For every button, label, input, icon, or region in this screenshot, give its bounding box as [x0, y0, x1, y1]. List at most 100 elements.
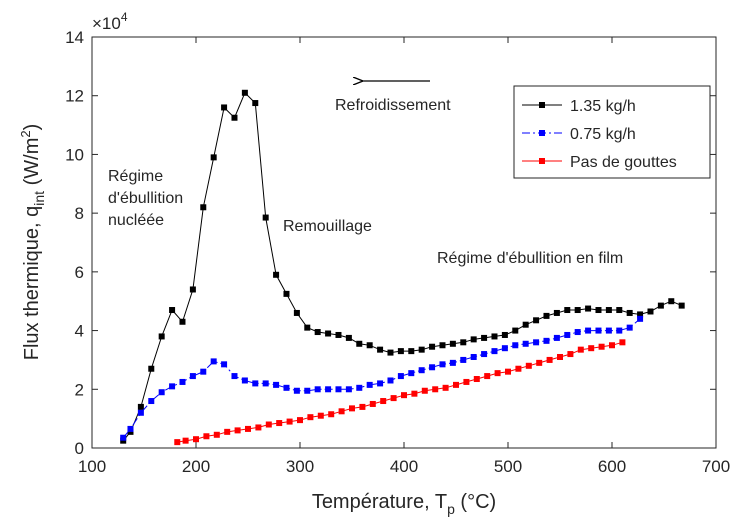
series-0-point-22 [345, 334, 352, 341]
series-2-point-39 [577, 346, 584, 353]
series-1-point-4 [158, 389, 165, 396]
x-tick-label-100: 100 [78, 457, 106, 476]
series-0-point-36 [491, 333, 498, 340]
series-2-point-28 [463, 378, 470, 385]
series-2-point-2 [193, 436, 199, 443]
x-axis-title: Température, Tp (°C) [312, 491, 496, 517]
series-0-point-26 [387, 349, 394, 356]
series-2-point-35 [536, 359, 543, 366]
series-0-point-6 [179, 318, 186, 325]
series-1-point-26 [387, 377, 394, 384]
ticks: 100 200 300 400 500 600 700 0 2 4 6 8 10 12 14 [65, 28, 730, 476]
legend-marker-1 [539, 130, 545, 136]
series-1-point-22 [345, 386, 352, 393]
series-2-point-31 [494, 370, 501, 377]
series-2-point-43 [619, 339, 626, 346]
series-2-point-22 [401, 392, 407, 399]
series-2-point-29 [473, 376, 480, 383]
series-0-point-44 [574, 307, 581, 314]
series-2-point-19 [369, 400, 376, 407]
series-0-point-35 [481, 334, 488, 341]
series-2-point-40 [588, 345, 595, 352]
series-1-point-23 [356, 384, 363, 391]
annotation-regime-nucleee-1: Régime [108, 168, 163, 185]
series-0-point-48 [616, 307, 623, 314]
series-2-point-36 [546, 356, 553, 363]
y-tick-label-0: 0 [75, 439, 84, 458]
series-0-point-3 [148, 365, 155, 372]
series-2-point-37 [557, 353, 563, 360]
series-1-point-27 [397, 373, 404, 380]
series-1-point-16 [283, 384, 290, 391]
series-0-point-14 [262, 214, 269, 221]
legend-marker-2 [539, 158, 545, 164]
series-1-point-37 [501, 345, 508, 352]
series-2-point-21 [390, 395, 397, 402]
series-0-point-19 [314, 329, 321, 336]
series-0-point-7 [189, 286, 196, 293]
series-0-point-45 [585, 305, 592, 312]
x-tick-label-600: 600 [598, 457, 626, 476]
series-2-point-3 [203, 433, 210, 440]
series-0-point-42 [553, 309, 560, 316]
series-1-point-10 [221, 361, 228, 368]
series-2-point-8 [255, 424, 262, 431]
series-1-point-14 [262, 380, 269, 387]
annotation-remouillage: Remouillage [283, 218, 372, 235]
series-2-point-6 [234, 427, 241, 434]
series-1-point-33 [460, 356, 467, 363]
series-0-point-31 [439, 342, 446, 349]
y-tick-label-8: 8 [75, 204, 84, 223]
series-2-point-33 [515, 365, 522, 372]
series-1-point-24 [366, 381, 373, 388]
annotation-regime-nucleee-2: d'ébullition [108, 190, 183, 207]
series-1-point-46 [595, 327, 602, 334]
series-2-point-5 [224, 428, 231, 435]
series-1-point-21 [335, 386, 342, 393]
series-1-point-0 [120, 434, 127, 441]
series-0-point-32 [449, 340, 456, 347]
series-2-point-18 [359, 403, 366, 410]
series-0-point-24 [366, 342, 373, 349]
series-2-point-11 [286, 418, 293, 425]
series-1-point-43 [564, 331, 571, 338]
series [120, 89, 685, 446]
series-0-point-21 [335, 331, 342, 338]
series-2-point-15 [328, 411, 335, 418]
series-0 [120, 89, 685, 444]
series-0-point-38 [512, 327, 519, 334]
series-0-point-23 [356, 340, 363, 347]
series-0-point-28 [408, 348, 415, 355]
series-0-point-15 [273, 271, 280, 278]
series-1-point-18 [304, 387, 311, 394]
series-0-point-13 [252, 100, 259, 107]
series-1-point-48 [616, 327, 623, 334]
series-1-point-32 [449, 359, 456, 366]
series-1-point-47 [605, 327, 612, 334]
series-0-point-53 [668, 298, 675, 305]
series-0-point-16 [283, 290, 290, 297]
series-2-point-42 [609, 342, 615, 349]
series-0-point-37 [501, 331, 508, 338]
series-0-point-41 [543, 312, 550, 319]
series-1-point-6 [179, 378, 186, 385]
series-1-point-31 [439, 361, 446, 368]
y-tick-label-6: 6 [75, 263, 84, 282]
legend-marker-0 [539, 102, 545, 108]
series-1-point-11 [231, 373, 238, 380]
series-1-point-17 [293, 387, 300, 394]
y-tick-label-10: 10 [65, 145, 84, 164]
series-0-point-20 [325, 330, 332, 337]
legend-label-0: 1.35 kg/h [570, 98, 636, 115]
series-0-point-52 [657, 302, 664, 309]
series-1-point-2 [137, 409, 144, 416]
legend: 1.35 kg/h 0.75 kg/h Pas de gouttes [513, 85, 711, 179]
series-2-point-30 [484, 373, 491, 380]
series-2-point-41 [598, 343, 605, 350]
series-2-point-34 [525, 362, 532, 369]
series-1-point-12 [241, 377, 248, 384]
series-0-point-46 [595, 307, 602, 314]
x-tick-label-300: 300 [286, 457, 314, 476]
series-1-point-44 [574, 329, 581, 336]
y-tick-label-2: 2 [75, 380, 84, 399]
